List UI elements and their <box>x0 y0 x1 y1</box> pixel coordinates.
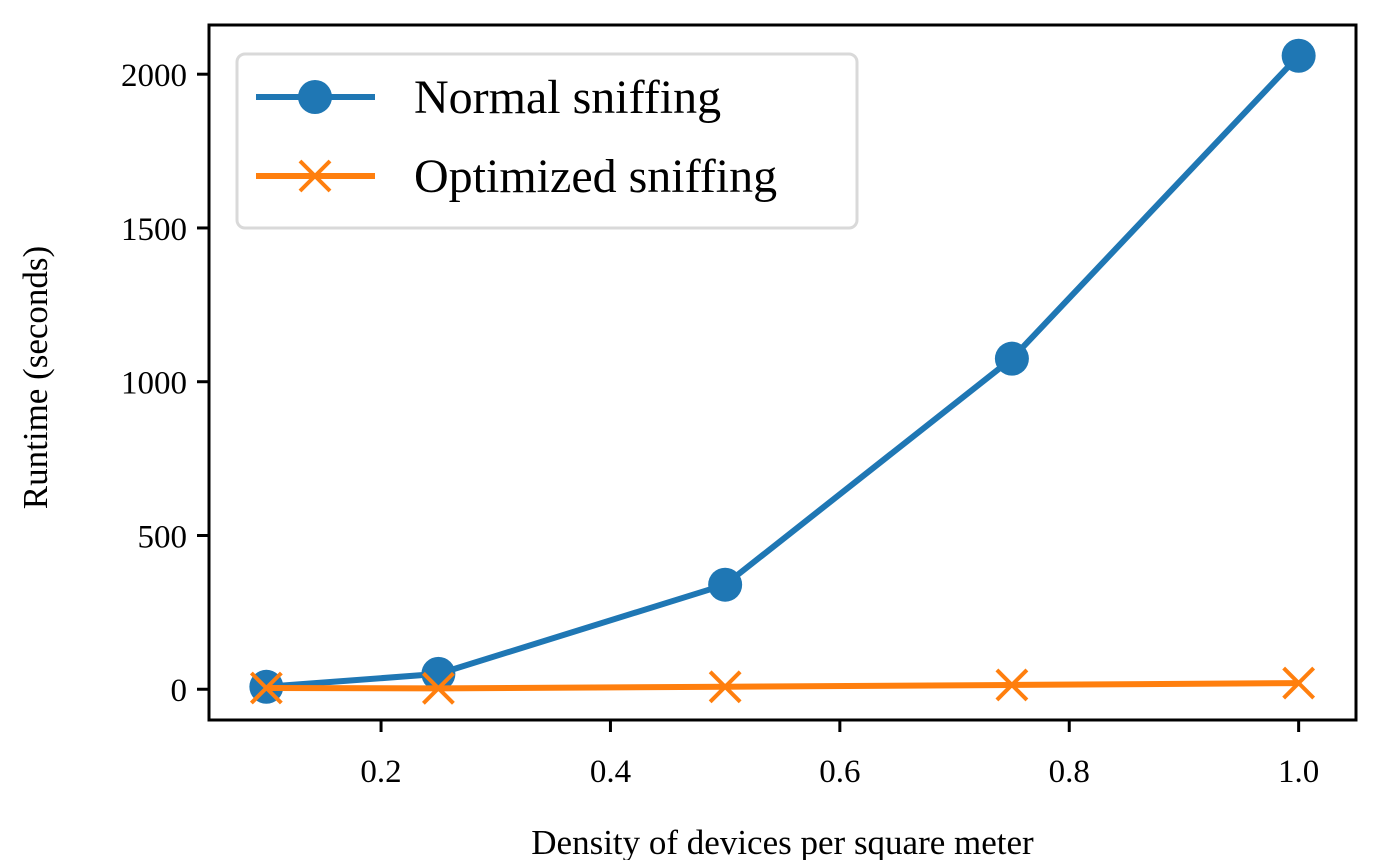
legend-marker-0 <box>298 80 332 114</box>
series-1 <box>249 666 1316 705</box>
series-1-point-3 <box>995 668 1029 702</box>
x-tick-label-1: 0.4 <box>590 754 631 790</box>
legend-marker-1-stroke-b <box>298 159 332 193</box>
y-tick-label-3: 1500 <box>121 212 187 248</box>
series-1-point-4 <box>1282 666 1316 700</box>
y-tick-label-2: 1000 <box>121 366 187 402</box>
series-0-point-4 <box>1281 38 1316 73</box>
series-1-line <box>266 680 1299 692</box>
x-tick-label-2: 0.6 <box>819 754 860 790</box>
series-1-point-1-stroke-b <box>421 671 455 705</box>
ticks-layer: 0.2 0.4 0.6 0.8 1.0 0 500 1000 1500 2000 <box>121 58 1319 790</box>
legend: Normal sniffing Optimized sniffing <box>235 52 859 230</box>
series-0-point-3 <box>994 341 1029 376</box>
series-1-point-4-stroke-b <box>1282 666 1316 700</box>
series-1-point-1 <box>421 671 455 705</box>
x-tick-label-4: 1.0 <box>1278 754 1319 790</box>
y-tick-label-1: 500 <box>138 519 188 555</box>
y-tick-label-4: 2000 <box>121 58 187 94</box>
x-tick-label-3: 0.8 <box>1049 754 1090 790</box>
series-1-point-3-stroke-b <box>995 668 1029 702</box>
series-1-point-2 <box>708 670 742 704</box>
y-axis-label: Runtime (seconds) <box>16 246 55 509</box>
series-0-point-2 <box>708 567 743 602</box>
legend-label-1: Optimized sniffing <box>414 150 777 203</box>
legend-label-0: Normal sniffing <box>414 71 721 124</box>
series-1-point-0-stroke-b <box>249 671 283 705</box>
series-layer <box>249 38 1316 705</box>
plot-frame <box>207 23 1358 722</box>
legend-entry-0: Normal sniffing <box>256 71 721 124</box>
legend-marker-1 <box>298 159 332 193</box>
legend-entry-1: Optimized sniffing <box>256 150 777 203</box>
x-axis-label: Density of devices per square meter <box>531 823 1034 860</box>
series-1-point-2-stroke-b <box>708 670 742 704</box>
x-tick-label-0: 0.2 <box>360 754 401 790</box>
legend-box <box>235 52 859 230</box>
y-tick-label-0: 0 <box>171 673 188 709</box>
series-1-point-0 <box>249 671 283 705</box>
